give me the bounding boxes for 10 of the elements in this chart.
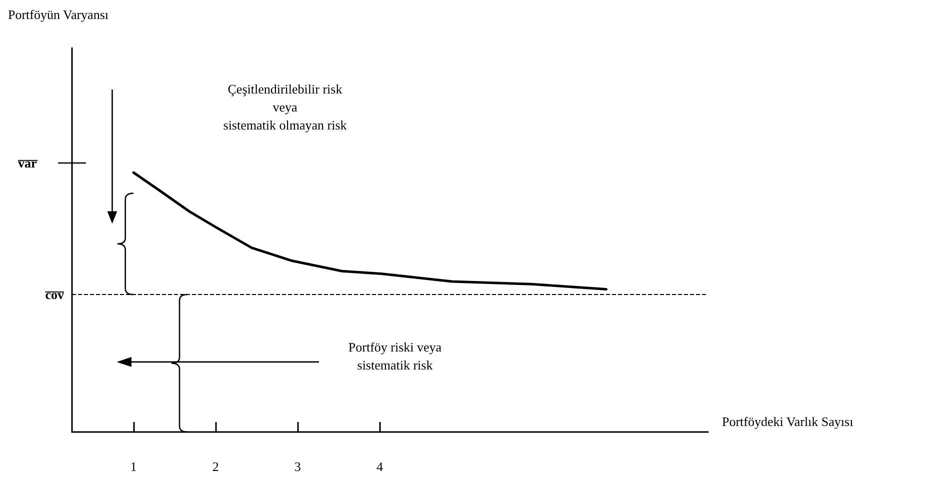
text: Çeşitlendirilebilir risk veya sistematik olmayan risk <box>223 82 348 132</box>
x-tick-label: 3 <box>294 459 301 474</box>
x-tick-label: 4 <box>376 459 384 474</box>
x-tick-label: 1 <box>130 459 137 474</box>
ref-line-label: c̅o̅v̅ <box>44 286 65 302</box>
text: Portföyün Varyansı <box>8 7 109 22</box>
x-axis-title: Portföydeki Varlık Sayısı <box>722 414 854 429</box>
text: v̅a̅r̅ <box>17 156 38 170</box>
x-tick-label: 2 <box>212 459 219 474</box>
annotation: Portföy riski veya sistematik risk <box>348 340 442 372</box>
